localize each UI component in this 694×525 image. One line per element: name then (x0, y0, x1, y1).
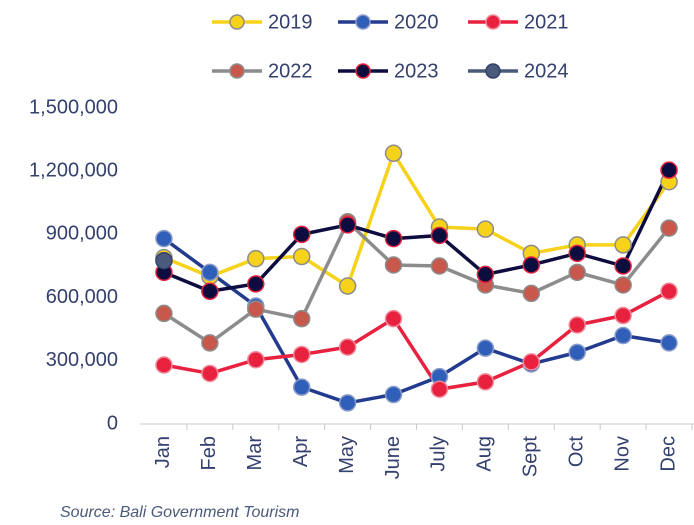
source-note: Source: Bali Government Tourism (60, 504, 300, 521)
y-tick-label: 300,000 (46, 349, 118, 371)
point (292, 345, 311, 364)
point (384, 256, 403, 274)
legend-label: 2023 (394, 60, 439, 82)
y-tick-label: 600,000 (46, 286, 118, 308)
legend-label: 2020 (394, 11, 439, 33)
legend-marker (355, 14, 371, 30)
legend-marker (229, 63, 245, 79)
point (292, 309, 311, 328)
point (338, 277, 357, 295)
point (338, 338, 357, 356)
point (292, 225, 311, 244)
y-tick-label: 0 (107, 412, 118, 434)
legend-marker (229, 14, 245, 30)
point (292, 378, 311, 396)
point (614, 276, 632, 294)
point (430, 380, 449, 398)
point (568, 263, 586, 282)
point (476, 339, 495, 357)
legend-label: 2021 (524, 11, 569, 33)
x-tick-label: Aug (474, 436, 496, 472)
series-line (163, 289, 670, 391)
point (614, 306, 632, 325)
point (522, 284, 541, 303)
point (522, 353, 541, 371)
point (155, 356, 173, 374)
y-tick-label: 1,500,000 (29, 96, 118, 118)
legend-label: 2019 (268, 11, 313, 33)
legend-marker (485, 63, 501, 79)
point (568, 244, 586, 263)
point (476, 220, 495, 238)
legend-label: 2024 (524, 60, 569, 82)
point (247, 275, 265, 293)
point (292, 247, 311, 266)
point (384, 229, 403, 248)
point (568, 343, 586, 362)
point (247, 300, 265, 318)
legend-marker (485, 14, 501, 30)
point (476, 373, 495, 391)
point (384, 309, 403, 328)
point (201, 364, 219, 383)
point (476, 265, 495, 284)
point (614, 257, 632, 275)
x-tick-label: Dec (657, 436, 679, 472)
point (384, 144, 403, 163)
point (155, 304, 173, 323)
x-tick-label: July (428, 436, 450, 472)
point (338, 216, 357, 234)
x-tick-label: May (336, 436, 358, 474)
legend-label: 2022 (268, 60, 313, 82)
point (568, 316, 586, 334)
point (201, 263, 219, 282)
point (660, 282, 678, 301)
point (660, 161, 678, 179)
x-tick-label: Nov (611, 436, 633, 472)
point (384, 385, 403, 404)
x-tick-label: Mar (244, 436, 266, 471)
y-tick-label: 1,200,000 (29, 159, 118, 181)
x-tick-label: Jan (152, 436, 174, 468)
point (660, 334, 678, 352)
point (660, 219, 678, 237)
point (247, 350, 265, 369)
x-tick-label: June (382, 436, 404, 479)
point (201, 334, 219, 352)
series-line (163, 220, 671, 345)
y-tick-label: 900,000 (46, 223, 118, 245)
point (201, 282, 219, 301)
x-tick-label: Oct (565, 436, 587, 468)
point (430, 226, 449, 245)
point (155, 229, 173, 248)
x-tick-label: Sept (520, 436, 542, 478)
x-tick-label: Feb (198, 436, 220, 470)
point (522, 256, 541, 274)
point (614, 326, 632, 345)
point (614, 236, 632, 254)
point (338, 394, 357, 412)
point (155, 251, 173, 270)
point (247, 249, 265, 268)
legend-marker (355, 63, 371, 79)
x-tick-label: Apr (290, 436, 312, 467)
point (430, 257, 449, 275)
